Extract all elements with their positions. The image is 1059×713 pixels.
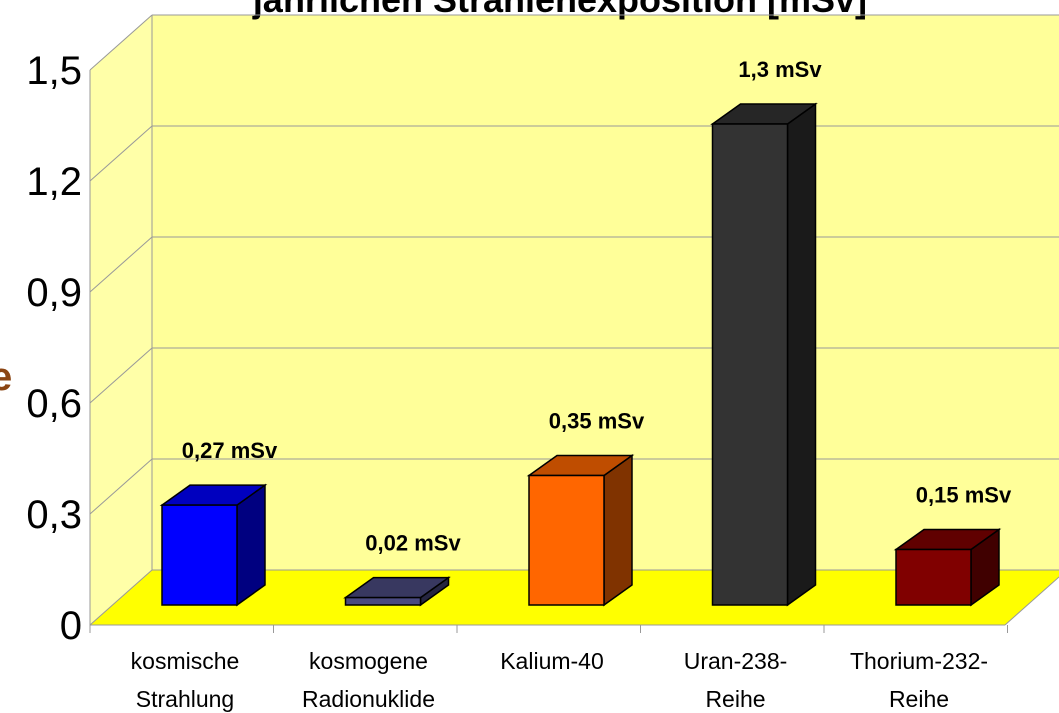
bar [711,123,789,606]
annotation: e [0,355,12,399]
bar [528,474,605,606]
chart-title: jährlichen Strahlenexposition [mSv] [252,0,867,20]
side-grid-line [89,347,153,404]
x-tick-label: kosmische Strahlung [130,648,240,712]
y-tick-label: 0,9 [26,271,82,315]
side-grid-line [89,458,153,515]
x-tick-label: Kalium-40 [500,648,604,674]
x-tick-label: kosmogene Radionuklide [302,648,435,712]
side-grid-line [89,14,153,71]
value-label: 0,27 mSv [182,438,278,463]
bar [344,596,422,606]
back-wall [152,15,1059,570]
bar-side [236,483,266,607]
floor-edge [1004,576,1059,626]
x-tick-label: Uran-238- Reihe [683,648,788,712]
side-grid-line [89,125,153,182]
value-label: 0,15 mSv [916,483,1012,508]
value-label: 0,02 mSv [365,531,461,556]
y-tick-label: 1,2 [26,160,82,204]
side-wall [90,15,152,625]
y-tick-label: 1,5 [26,49,82,93]
y-tick-label: 0 [60,604,82,648]
side-grid-line [89,569,153,626]
bar [161,504,238,606]
bar [895,548,972,606]
y-tick-label: 0,3 [26,493,82,537]
value-label: 0,35 mSv [549,409,645,434]
bar-side [603,454,633,607]
bar-side [786,102,817,607]
x-tick-label: Thorium-232- Reihe [849,648,989,712]
side-grid-line [89,236,153,293]
value-label: 1,3 mSv [738,57,822,82]
y-tick-label: 0,6 [26,382,82,426]
